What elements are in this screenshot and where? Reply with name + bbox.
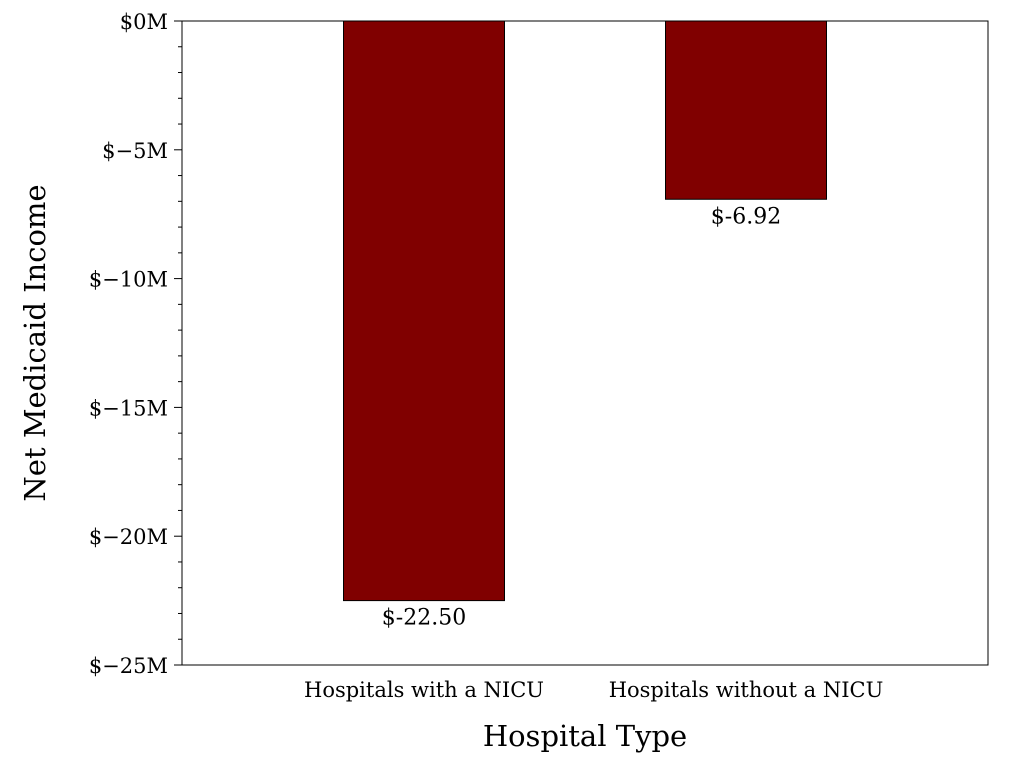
bar-value-label: $-6.92 — [711, 204, 781, 229]
x-axis-title: Hospital Type — [483, 719, 687, 753]
bar — [343, 20, 505, 602]
y-tick-label: $0M — [120, 10, 168, 34]
y-ticks-layer: $0M $−5M $−10M $−15M $−20M $−25M — [89, 10, 182, 678]
plot-frame — [181, 20, 989, 666]
y-tick-label: $−20M — [89, 525, 168, 549]
x-tick-label: Hospitals without a NICU — [609, 678, 884, 702]
y-axis-title: Net Medicaid Income — [18, 184, 52, 501]
y-tick-label: $−15M — [89, 396, 168, 420]
y-tick-label: $−25M — [89, 654, 168, 678]
y-tick-label: $−5M — [102, 139, 168, 163]
bar — [665, 20, 827, 200]
y-tick-label: $−10M — [89, 268, 168, 292]
x-tick-label: Hospitals with a NICU — [304, 678, 544, 702]
bars-layer: $-22.50 Hospitals with a NICU $-6.92 Hospit… — [304, 20, 884, 702]
plot-area — [182, 21, 988, 665]
bar-value-label: $-22.50 — [382, 606, 466, 631]
